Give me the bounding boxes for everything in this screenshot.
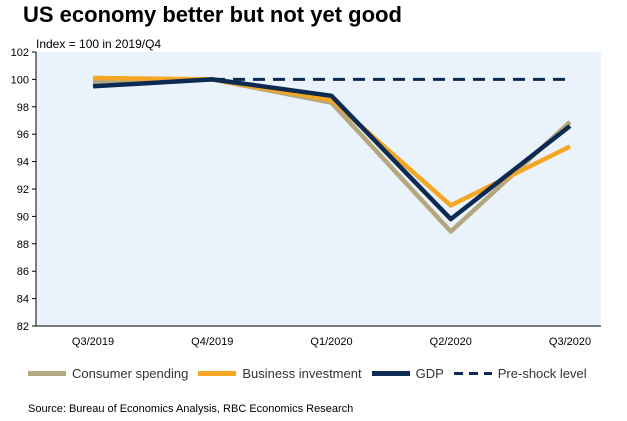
series-lines	[92, 75, 572, 234]
source-note: Source: Bureau of Economics Analysis, RB…	[28, 403, 354, 415]
x-tick-label: Q3/2020	[549, 336, 591, 348]
legend-swatch-business-investment	[198, 371, 237, 376]
y-tick-label: 82	[17, 321, 29, 333]
y-tick-label: 84	[17, 294, 29, 306]
legend-label-pre-shock-level: Pre-shock level	[497, 366, 587, 381]
y-tick-label: 88	[17, 239, 29, 251]
y-tick-label: 90	[17, 211, 29, 223]
chart-title: US economy better but not yet good	[23, 2, 402, 27]
series-line-gdp	[92, 77, 572, 222]
y-tick-label: 94	[17, 157, 29, 169]
x-tick-label: Q2/2020	[430, 336, 472, 348]
legend: Consumer spending Business investment GD…	[28, 366, 597, 381]
legend-item-gdp: GDP	[371, 366, 444, 381]
legend-label-gdp: GDP	[415, 366, 444, 381]
legend-item-business-investment: Business investment	[198, 366, 362, 381]
legend-label-consumer-spending: Consumer spending	[72, 366, 189, 381]
legend-item-consumer-spending: Consumer spending	[28, 366, 188, 381]
legend-item-pre-shock-level: Pre-shock level	[453, 366, 587, 381]
x-tick-label: Q3/2019	[72, 336, 114, 348]
y-tick-label: 86	[17, 266, 29, 278]
legend-label-business-investment: Business investment	[242, 366, 362, 381]
chart-subtitle: Index = 100 in 2019/Q4	[36, 37, 162, 51]
y-tick-label: 102	[11, 47, 29, 59]
legend-swatch-consumer-spending	[28, 371, 66, 376]
x-tick-label: Q4/2019	[191, 336, 233, 348]
x-tick-label: Q1/2020	[310, 336, 352, 348]
y-tick-label: 100	[11, 74, 29, 86]
y-tick-label: 92	[17, 184, 29, 196]
y-tick-label: 98	[17, 102, 29, 114]
legend-swatch-pre-shock-level	[453, 372, 492, 375]
x-axis: Q3/2019 Q4/2019 Q1/2020 Q2/2020 Q3/2020	[36, 325, 601, 348]
y-tick-label: 96	[17, 129, 29, 141]
y-axis: 82 84 86 88 90 92 94 96 98 100 102	[11, 47, 37, 333]
legend-swatch-gdp	[371, 371, 410, 376]
